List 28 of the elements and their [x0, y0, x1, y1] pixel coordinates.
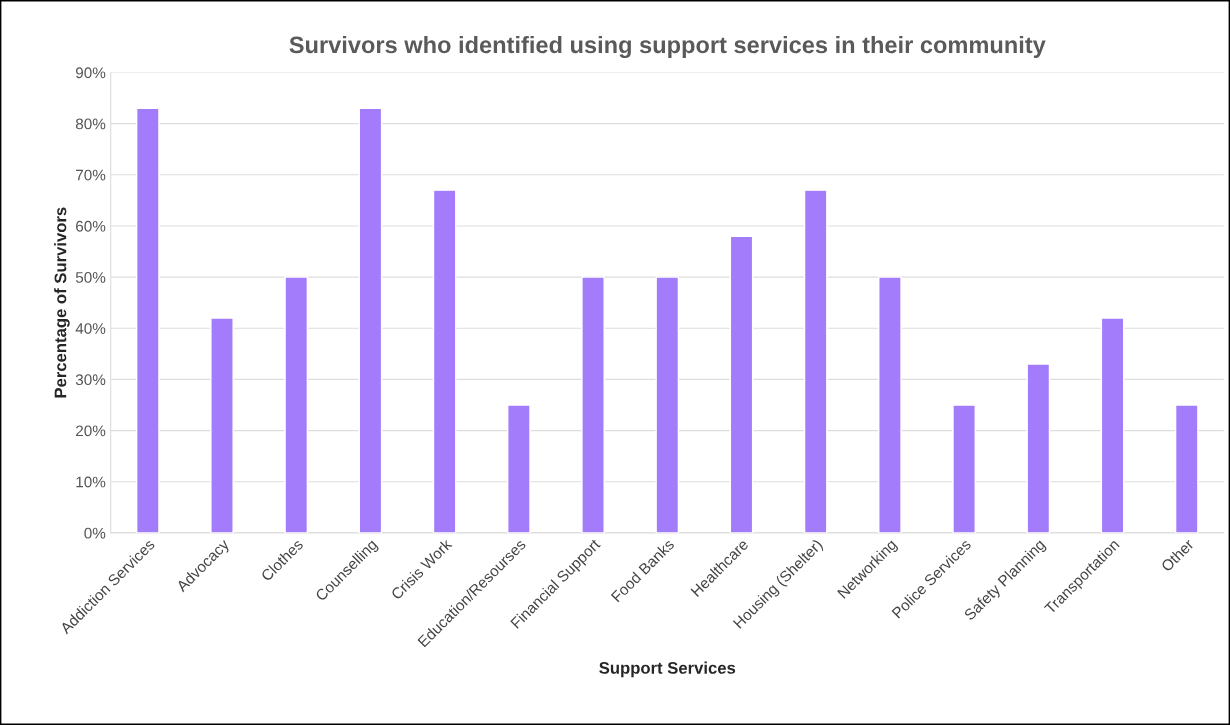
y-tick-label: 30% [75, 374, 106, 386]
y-tick-label: 90% [75, 67, 106, 79]
bar [210, 317, 234, 533]
y-tick-label: 50% [75, 271, 106, 283]
bar [358, 107, 383, 533]
bar [1100, 317, 1125, 533]
bar [803, 189, 828, 533]
chart-title: Survivors who identified using support services in their community [289, 35, 1046, 59]
bar [284, 276, 309, 533]
bar [507, 404, 531, 533]
bar [878, 276, 902, 533]
y-tick-label: 60% [76, 220, 106, 232]
bar [581, 276, 605, 533]
bar [135, 107, 160, 533]
y-tick-label: 0% [84, 527, 106, 539]
bar [729, 235, 754, 533]
y-tick-label: 80% [75, 118, 106, 130]
y-tick-label: 20% [76, 425, 106, 437]
bar [1026, 363, 1051, 533]
y-tick-label: 40% [75, 323, 106, 334]
bar [1174, 404, 1199, 533]
bar [952, 404, 976, 533]
x-axis-title: Support Services [599, 661, 736, 678]
bar [432, 189, 457, 533]
bar [655, 276, 680, 533]
y-axis-title: Percentage of Survivors [54, 207, 70, 398]
y-tick-label: 70% [76, 169, 106, 181]
y-tick-label: 10% [76, 476, 106, 488]
